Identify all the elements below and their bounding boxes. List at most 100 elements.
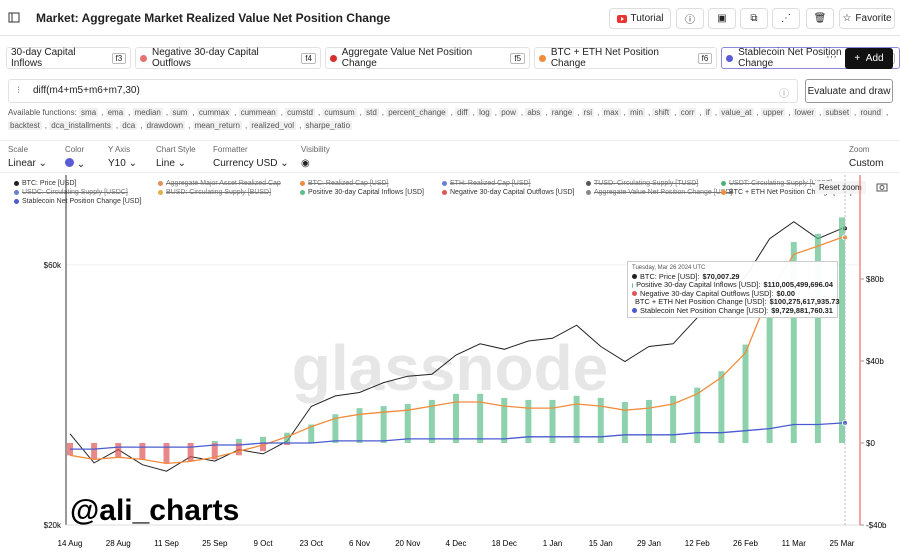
metric-tab[interactable]: 30-day Capital Inflows f3 — [6, 47, 132, 69]
function-chip[interactable]: cumstd — [285, 108, 315, 117]
function-chip[interactable]: cummax — [196, 108, 232, 117]
bar — [211, 440, 218, 443]
bar — [646, 399, 652, 443]
legend-item[interactable]: Negative 30-day Capital Outflows [USD] — [442, 189, 575, 196]
function-chip[interactable]: realized_vol — [249, 121, 297, 130]
legend-item[interactable]: Aggregate Value Net Position Change [USD… — [586, 189, 732, 196]
legend-label: Stablecoin Net Position Change [USD] — [22, 198, 142, 205]
x-tick-label: 11 Mar — [782, 539, 807, 548]
function-chip[interactable]: ema — [105, 108, 126, 117]
function-chip[interactable]: abs — [525, 108, 543, 117]
legend-label: ETH: Realized Cap [USD] — [450, 180, 531, 187]
function-chip[interactable]: dca — [120, 121, 138, 130]
function-chip[interactable]: cummean — [238, 108, 278, 117]
evaluate-button[interactable]: Evaluate and draw — [805, 79, 893, 103]
function-chip[interactable]: log — [477, 108, 492, 117]
legend-item[interactable]: USDT: Circulating Supply [USDT] — [721, 180, 832, 187]
setting[interactable]: Chart Style Line ⌄ — [156, 145, 196, 169]
function-chip[interactable]: round — [858, 108, 883, 117]
setting-value: Y10 ⌄ — [108, 158, 137, 169]
function-chip[interactable]: sma — [79, 108, 99, 117]
tooltip-row: Negative 30-day Capital Outflows [USD]: $… — [632, 289, 833, 299]
legend-item[interactable]: ETH: Realized Cap [USD] — [442, 180, 531, 187]
function-chip[interactable]: min — [628, 108, 645, 117]
x-tick-label: 26 Feb — [733, 539, 758, 548]
function-chip[interactable]: subset — [823, 108, 852, 117]
function-chip[interactable]: drawdown — [144, 121, 186, 130]
legend-item[interactable]: USDC: Circulating Supply [USDC] — [14, 189, 128, 196]
camera-icon[interactable] — [876, 182, 888, 192]
info-button[interactable]: ⓘ — [676, 8, 704, 29]
setting[interactable]: Y Axis Y10 ⌄ — [108, 145, 137, 169]
setting[interactable]: Color ⌄ — [65, 145, 85, 170]
legend-item[interactable]: BTC: Price [USD] — [14, 180, 76, 187]
save-button[interactable]: ▣ — [708, 8, 736, 29]
function-chip[interactable]: corr — [678, 108, 697, 117]
setting[interactable]: Formatter Currency USD ⌄ — [213, 145, 289, 169]
more-button[interactable]: ··· — [826, 51, 837, 63]
tooltip-dot — [632, 274, 637, 280]
reset-zoom-button[interactable]: Reset zoom — [815, 181, 866, 194]
legend-dot — [721, 181, 726, 186]
share-button[interactable]: ⋰ — [772, 8, 800, 29]
function-chip[interactable]: max — [601, 108, 621, 117]
function-chip[interactable]: sum — [170, 108, 190, 117]
tooltip-name: Stablecoin Net Position Change [USD]: — [640, 305, 769, 315]
settings-bar: Scale Linear ⌄ Color ⌄ Y Axis Y10 ⌄ Chart Sty… — [0, 140, 900, 173]
metric-tab[interactable]: Negative 30-day Capital Outflows f4 — [135, 47, 321, 69]
setting-label: Color — [65, 145, 85, 154]
metric-tab[interactable]: Aggregate Value Net Position Change f5 — [324, 47, 531, 69]
legend-item[interactable]: Stablecoin Net Position Change [USD] — [14, 198, 141, 205]
function-chip[interactable]: if — [703, 108, 712, 117]
bar — [742, 344, 749, 443]
function-chip[interactable]: lower — [792, 108, 817, 117]
function-chip[interactable]: median — [132, 108, 163, 117]
setting-label: Chart Style — [156, 145, 196, 154]
tooltip-date: Tuesday, Mar 26 2024 UTC — [632, 265, 706, 271]
function-chip[interactable]: sharpe_ratio — [303, 121, 353, 130]
bar — [115, 442, 122, 458]
legend-item[interactable]: Positive 30-day Capital Inflows [USD] — [300, 189, 424, 196]
info-icon: ⓘ — [779, 89, 789, 100]
function-chip[interactable]: backtest — [8, 121, 42, 130]
function-chip[interactable]: percent_change — [386, 108, 448, 117]
function-chip[interactable]: dca_installments — [49, 121, 113, 130]
bar — [260, 436, 266, 443]
legend-item[interactable]: Aggregate Major Asset Realized Cap — [158, 180, 281, 187]
delete-button[interactable]: 🗑 — [806, 8, 834, 29]
formula-input[interactable]: ⁝ diff(m4+m5+m6+m7,30) ⓘ — [8, 79, 798, 103]
tab-key: f5 — [510, 52, 526, 64]
function-chip[interactable]: pow — [499, 108, 518, 117]
bar — [621, 401, 628, 443]
setting-label: Formatter — [213, 145, 248, 154]
legend-item[interactable]: BUSD: Circulating Supply [BUSD] — [158, 189, 271, 196]
function-chip[interactable]: rsi — [581, 108, 595, 117]
add-button[interactable]: + Add — [845, 48, 893, 69]
metric-tab[interactable]: BTC + ETH Net Position Change f6 — [534, 47, 718, 69]
copy-button[interactable]: ⧉ — [740, 8, 768, 29]
function-chip[interactable]: cumsum — [322, 108, 357, 117]
legend-item[interactable]: BTC + ETH Net Position Change [USD] — [721, 189, 852, 196]
y2-tick-label: -$40b — [866, 521, 887, 530]
tooltip: Tuesday, Mar 26 2024 UTC BTC: Price [USD]… — [627, 261, 840, 318]
function-chip[interactable]: upper — [760, 108, 786, 117]
function-chip[interactable]: diff — [455, 108, 470, 117]
x-tick-label: 23 Oct — [299, 539, 323, 548]
x-tick-label: 4 Dec — [446, 539, 467, 548]
function-chip[interactable]: range — [549, 108, 575, 117]
tooltip-value: $70,007.29 — [702, 271, 740, 281]
tab-dot — [539, 54, 546, 62]
setting[interactable]: Visibility ◉ — [301, 145, 330, 169]
function-chip[interactable]: value_at — [719, 108, 754, 117]
function-chip[interactable]: shift — [652, 108, 672, 117]
sidebar-icon[interactable] — [8, 12, 20, 24]
legend-item[interactable]: TUSD: Circulating Supply [TUSD] — [586, 180, 698, 187]
function-chip[interactable]: std — [364, 108, 379, 117]
tab-label: BTC + ETH Net Position Change — [550, 47, 659, 69]
favorite-button[interactable]: ☆ Favorite — [839, 8, 895, 29]
tutorial-button[interactable]: Tutorial — [609, 8, 671, 29]
setting[interactable]: Zoom Custom — [849, 145, 883, 169]
function-chip[interactable]: mean_return — [192, 121, 242, 130]
legend-item[interactable]: BTC: Realized Cap [USD] — [300, 180, 389, 187]
setting[interactable]: Scale Linear ⌄ — [8, 145, 47, 169]
